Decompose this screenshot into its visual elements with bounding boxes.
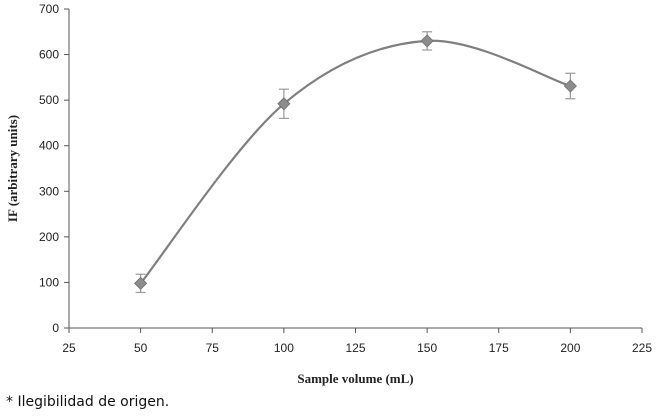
series-line <box>139 39 571 285</box>
x-tick-label: 175 <box>489 341 509 355</box>
x-tick-label: 50 <box>134 341 148 355</box>
series-group <box>134 31 577 294</box>
y-tick-label: 0 <box>52 321 59 335</box>
x-tick-label: 125 <box>345 341 365 355</box>
data-point-marker <box>420 34 434 48</box>
x-tick-label: 75 <box>206 341 220 355</box>
x-axis-ticks: 25 50 75 100 125 150 175 200 225 <box>62 328 652 355</box>
line-chart: 0 100 200 300 400 500 600 700 25 50 75 100 125 150 17… <box>5 2 652 386</box>
data-point-marker <box>563 79 577 93</box>
data-point-marker <box>134 276 148 290</box>
y-tick-label: 300 <box>39 184 59 198</box>
data-point-marker <box>277 97 291 111</box>
x-tick-label: 100 <box>274 341 294 355</box>
footnote: * Ilegibilidad de origen. <box>6 394 170 410</box>
x-axis-title: Sample volume (mL) <box>297 371 413 386</box>
x-tick-label: 150 <box>417 341 437 355</box>
x-tick-label: 25 <box>62 341 76 355</box>
y-axis-ticks: 0 100 200 300 400 500 600 700 <box>39 2 69 335</box>
y-axis-title: IF (arbitrary units) <box>5 115 20 222</box>
y-tick-label: 600 <box>39 48 59 62</box>
y-tick-label: 100 <box>39 275 59 289</box>
x-tick-label: 200 <box>560 341 580 355</box>
y-tick-label: 500 <box>39 93 59 107</box>
x-tick-label: 225 <box>632 341 652 355</box>
y-tick-label: 700 <box>39 2 59 16</box>
y-tick-label: 200 <box>39 230 59 244</box>
y-tick-label: 400 <box>39 139 59 153</box>
